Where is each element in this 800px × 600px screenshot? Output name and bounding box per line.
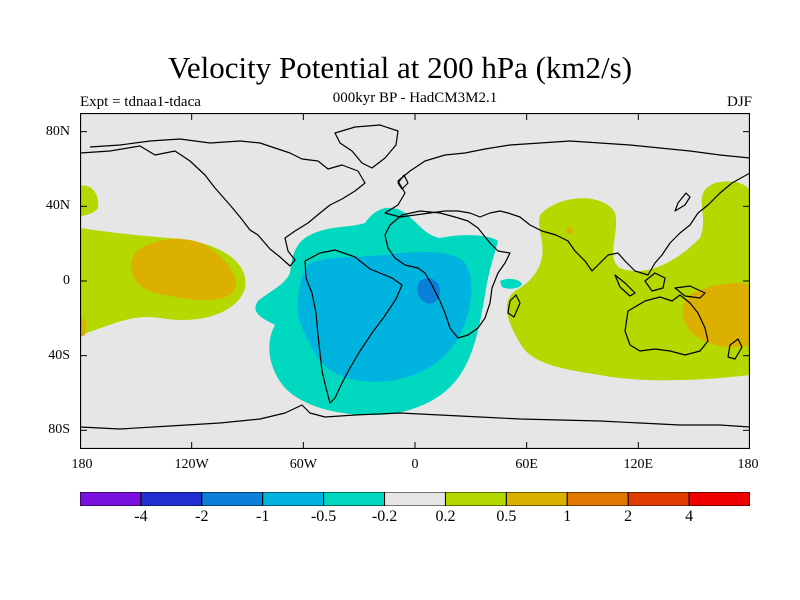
legend-swatch	[566, 492, 629, 506]
lon-tick-label: 60E	[515, 457, 538, 472]
coastline-new-guinea	[674, 285, 706, 299]
coastlines	[80, 124, 750, 430]
contour-fill-strong-positive-west-pacific	[682, 283, 750, 348]
legend-label: -4	[134, 508, 148, 525]
season-label: DJF	[726, 94, 752, 110]
axis-tick-marks	[80, 113, 750, 449]
coastline-new-zealand	[727, 338, 743, 360]
legend-swatch	[80, 492, 142, 506]
lon-tick-label: 60W	[289, 457, 317, 472]
coastline-africa	[384, 210, 511, 339]
experiment-label: Expt = tdnaa1-tdaca	[80, 94, 201, 110]
lat-tick-label: 80S	[48, 422, 70, 438]
coastline-borneo	[644, 272, 666, 292]
legend-swatch	[444, 492, 507, 506]
legend-label: -0.5	[310, 508, 337, 525]
lat-tick-label: 40N	[45, 198, 70, 214]
lat-tick-label: 40S	[48, 347, 70, 363]
map-subtitle: 000kyr BP - HadCM3M2.1	[332, 90, 498, 106]
lon-tick-label: 180	[737, 457, 759, 472]
lon-tick-label: 120E	[623, 457, 654, 472]
lon-tick-label: 0	[411, 457, 419, 472]
contour-fill-negative-small	[500, 278, 522, 289]
contour-fill-very-strong-negative-africa	[417, 278, 441, 304]
lat-tick-label: 80N	[45, 123, 70, 139]
lon-tick-label: 180	[71, 457, 93, 472]
legend-swatch	[505, 492, 568, 506]
legend-label: -1	[256, 508, 270, 525]
coastline-uk	[397, 174, 409, 190]
coastline-eurasia	[384, 140, 750, 276]
lat-tick-label: 0	[63, 273, 70, 288]
legend-swatch	[688, 492, 750, 506]
coastline-japan	[674, 192, 691, 212]
legend-swatch	[384, 492, 446, 506]
legend-label: 1	[563, 508, 572, 525]
legend-label: 0.5	[496, 508, 517, 525]
contour-fill-strong-positive-edge	[80, 317, 87, 337]
legend-label: 0.2	[435, 508, 456, 525]
coastline-antarctica	[80, 404, 750, 430]
legend-label: -0.2	[371, 508, 398, 525]
coastline-greenland	[334, 124, 399, 169]
legend-swatch	[140, 492, 203, 506]
map-title: Velocity Potential at 200 hPa (km2/s)	[167, 50, 633, 85]
color-legend	[80, 492, 750, 506]
coastline-madagascar	[507, 294, 521, 318]
legend-label: 4	[685, 508, 694, 525]
map-panel	[80, 113, 750, 449]
legend-swatch	[201, 492, 264, 506]
coastline-sumatra	[614, 274, 636, 297]
contour-fill-strong-positive-east-pacific	[131, 238, 237, 301]
coastline-north-america	[80, 138, 366, 267]
contour-fill-strong-positive-india	[566, 227, 574, 235]
coastline-australia	[624, 294, 709, 356]
lon-tick-label: 120W	[174, 457, 209, 472]
legend-label: 2	[624, 508, 633, 525]
legend-swatch	[627, 492, 690, 506]
contour-fill-positive-east-pacific-north	[80, 185, 99, 216]
legend-swatch	[323, 492, 386, 506]
contour-fills	[80, 181, 750, 416]
coastline-south-america	[304, 249, 403, 404]
legend-swatch	[262, 492, 325, 506]
legend-label: -2	[195, 508, 209, 525]
